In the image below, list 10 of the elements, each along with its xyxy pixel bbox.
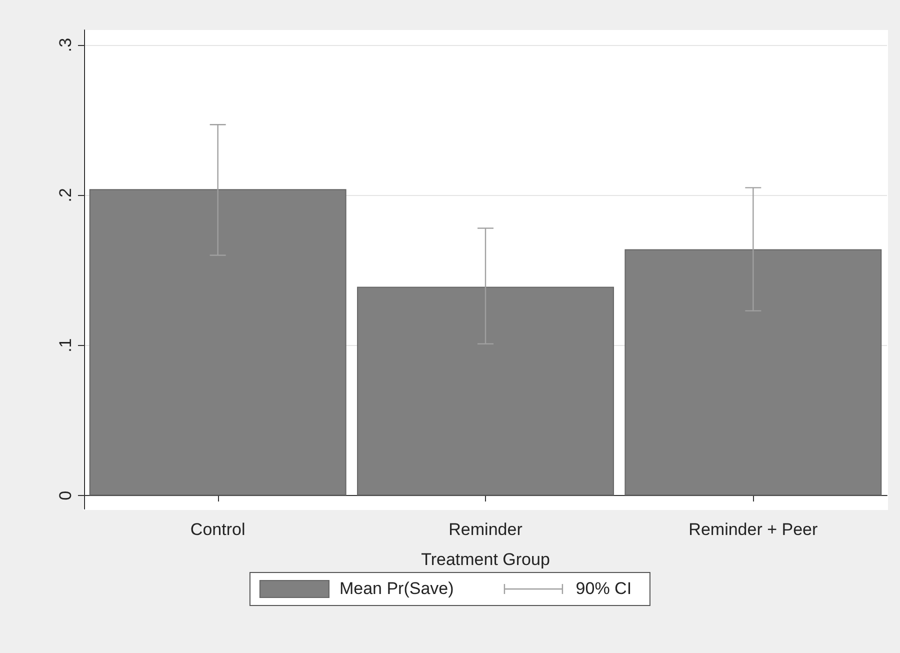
- text: 90% CI: [576, 579, 632, 599]
- x-axis-title: Treatment Group: [421, 550, 550, 569]
- y-tick-label: .2: [56, 188, 75, 202]
- y-tick-label: .1: [56, 338, 75, 352]
- legend-label: Mean Pr(Save): [339, 579, 454, 599]
- y-tick-label: .3: [56, 38, 75, 52]
- x-tick-label: Reminder: [448, 520, 523, 539]
- x-tick-label: Reminder + Peer: [688, 520, 818, 539]
- x-tick-label: Control: [190, 520, 246, 539]
- y-tick-label: 0: [56, 490, 75, 500]
